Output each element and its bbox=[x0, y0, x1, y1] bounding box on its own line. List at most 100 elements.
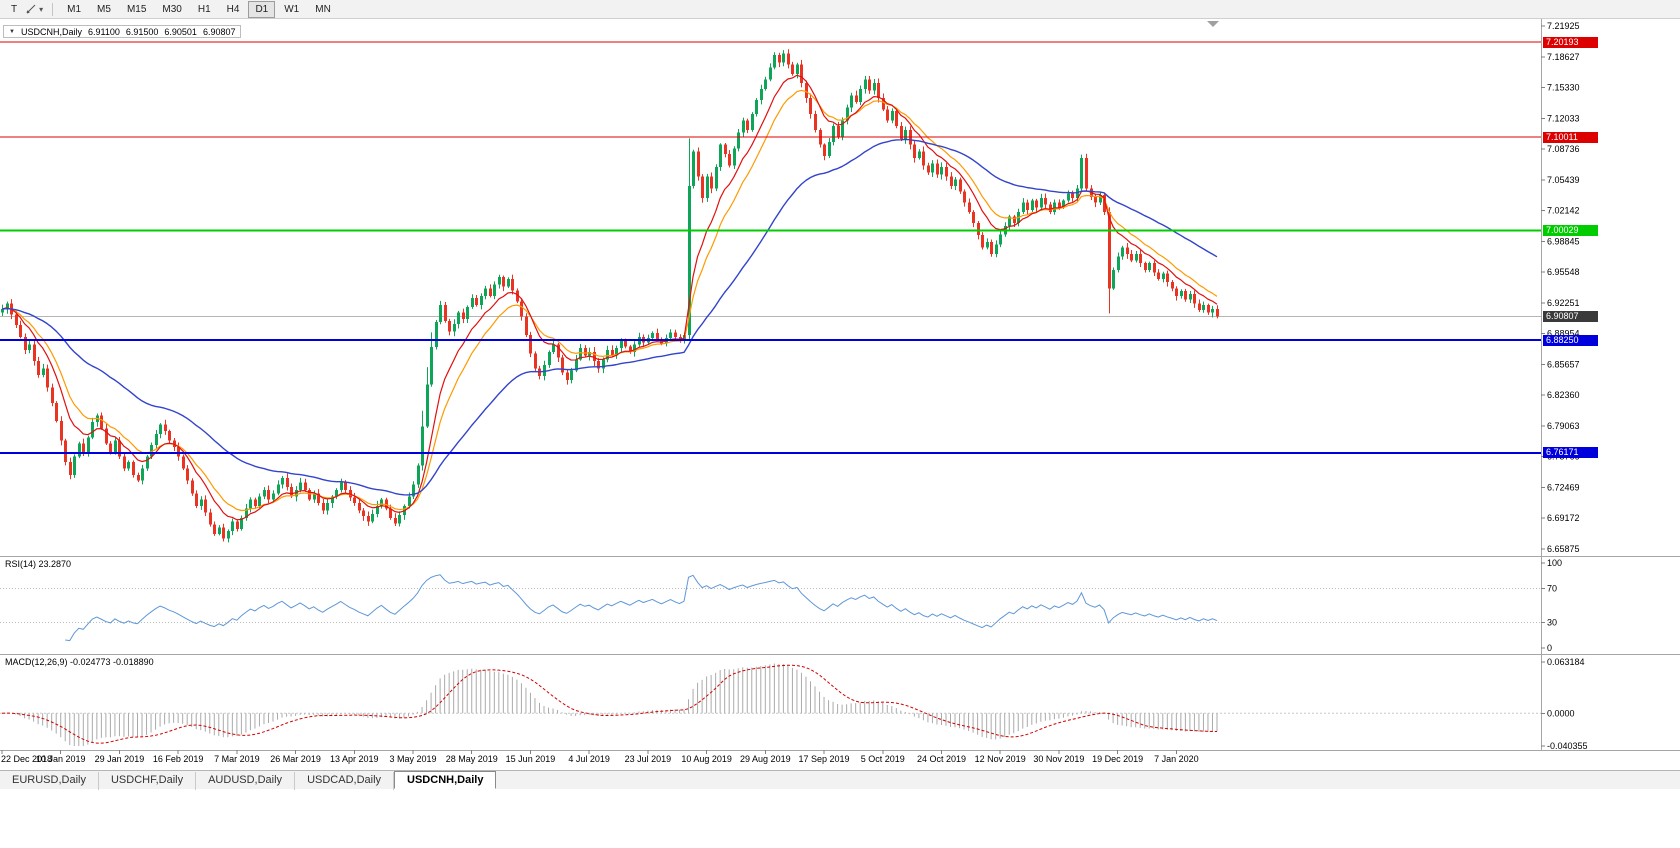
y-axis-tick-label: 6.95548 bbox=[1547, 267, 1580, 277]
timeframe-button-h1[interactable]: H1 bbox=[191, 1, 218, 18]
x-axis-date-label: 29 Aug 2019 bbox=[740, 754, 791, 764]
candle-body bbox=[24, 336, 27, 351]
candle-body bbox=[651, 333, 654, 338]
candle-body bbox=[1067, 193, 1070, 201]
y-axis-tick-label: 6.65875 bbox=[1547, 544, 1580, 554]
candle-body bbox=[218, 527, 221, 534]
dropdown-caret-icon[interactable]: ▾ bbox=[39, 4, 44, 14]
candle-body bbox=[231, 521, 234, 532]
candle-body bbox=[1162, 273, 1165, 280]
candle-body bbox=[408, 496, 411, 506]
timeframe-group: M1 M5 M15 M30 H1 H4 D1 W1 MN bbox=[59, 0, 339, 18]
candle-body bbox=[457, 312, 460, 324]
candle-body bbox=[37, 361, 40, 376]
candle-body bbox=[778, 55, 781, 63]
candle-body bbox=[511, 279, 514, 291]
candle-body bbox=[611, 350, 614, 356]
candle-body bbox=[669, 332, 672, 338]
candle-body bbox=[891, 111, 894, 121]
candle-body bbox=[977, 223, 980, 236]
candle-body bbox=[290, 487, 293, 497]
chart-tab-eurusd[interactable]: EURUSD,Daily bbox=[0, 772, 99, 790]
timeframe-button-d1[interactable]: D1 bbox=[248, 0, 276, 18]
candle-body bbox=[200, 499, 203, 506]
candle-body bbox=[936, 163, 939, 175]
candle-body bbox=[286, 477, 289, 488]
candle-body bbox=[105, 428, 108, 444]
candle-body bbox=[1, 308, 4, 313]
candle-body bbox=[1171, 281, 1174, 289]
candle-body bbox=[809, 98, 812, 114]
ohlc-info-box[interactable]: ▼ USDCNH,Daily 6.91100 6.91500 6.90501 6… bbox=[3, 25, 242, 38]
candle-body bbox=[371, 514, 374, 522]
candle-body bbox=[1157, 272, 1160, 280]
candle-body bbox=[1180, 291, 1183, 296]
candle-body bbox=[1112, 269, 1115, 289]
candle-body bbox=[769, 67, 772, 80]
toolbar-separator bbox=[52, 2, 54, 16]
draw-tool-icon[interactable] bbox=[25, 3, 38, 15]
candle-body bbox=[236, 521, 239, 530]
candle-body bbox=[281, 477, 284, 485]
candle-body bbox=[421, 426, 424, 466]
chart-tab-audusd[interactable]: AUDUSD,Daily bbox=[196, 772, 296, 790]
candle-body bbox=[968, 202, 971, 212]
candle-body bbox=[87, 437, 90, 453]
candle-body bbox=[986, 241, 989, 248]
chart-tab-usdcad[interactable]: USDCAD,Daily bbox=[295, 772, 395, 790]
timeframe-button-m30[interactable]: M30 bbox=[155, 1, 188, 18]
candle-body bbox=[715, 167, 718, 189]
candle-body bbox=[453, 323, 456, 332]
timeframe-button-m15[interactable]: M15 bbox=[120, 1, 153, 18]
candle-body bbox=[173, 440, 176, 448]
candle-body bbox=[475, 297, 478, 306]
timeframe-button-h4[interactable]: H4 bbox=[220, 1, 247, 18]
candle-body bbox=[950, 176, 953, 186]
t-button[interactable]: T bbox=[4, 1, 24, 18]
candle-body bbox=[940, 167, 943, 175]
candle-body bbox=[118, 440, 121, 457]
candle-body bbox=[588, 351, 591, 356]
x-axis-date-label: 7 Mar 2019 bbox=[214, 754, 260, 764]
macd-label: MACD(12,26,9) -0.024773 -0.018890 bbox=[5, 657, 154, 667]
timeframe-button-m5[interactable]: M5 bbox=[90, 1, 118, 18]
y-axis-tick-label: 7.18627 bbox=[1547, 52, 1580, 62]
candle-body bbox=[132, 461, 135, 476]
candle-body bbox=[267, 489, 270, 500]
y-axis-tick-label: 6.79063 bbox=[1547, 421, 1580, 431]
candle-body bbox=[1013, 216, 1016, 224]
timeframe-button-w1[interactable]: W1 bbox=[277, 1, 306, 18]
candle-body bbox=[742, 120, 745, 133]
candle-body bbox=[918, 151, 921, 158]
timeframe-button-m1[interactable]: M1 bbox=[60, 1, 88, 18]
rsi-scale-label: 70 bbox=[1547, 584, 1557, 594]
candle-body bbox=[719, 144, 722, 168]
chart-tab-usdchf[interactable]: USDCHF,Daily bbox=[99, 772, 197, 790]
candle-body bbox=[493, 284, 496, 296]
candle-body bbox=[353, 497, 356, 504]
candle-body bbox=[100, 415, 103, 429]
candle-body bbox=[913, 144, 916, 158]
chart-tab-usdcnh[interactable]: USDCNH,Daily bbox=[394, 771, 497, 789]
x-axis-date-label: 22 Dec 2018 bbox=[1, 754, 52, 764]
candle-body bbox=[900, 126, 903, 140]
price-level-label: 7.20193 bbox=[1543, 36, 1598, 48]
candle-body bbox=[746, 120, 749, 130]
macd-scale-label: -0.040355 bbox=[1547, 741, 1588, 751]
candle-body bbox=[60, 420, 63, 441]
macd-scale-label: 0.0000 bbox=[1547, 708, 1575, 718]
chart-shift-marker[interactable] bbox=[1207, 21, 1219, 27]
timeframe-button-mn[interactable]: MN bbox=[308, 1, 338, 18]
candle-body bbox=[773, 55, 776, 68]
price-level-label: 6.88250 bbox=[1543, 334, 1598, 346]
candle-body bbox=[331, 496, 334, 504]
one-click-trading-arrow-icon[interactable]: ▼ bbox=[9, 28, 15, 35]
candle-body bbox=[254, 499, 257, 506]
candle-body bbox=[814, 113, 817, 130]
candle-body bbox=[295, 489, 298, 497]
candle-body bbox=[1053, 202, 1056, 212]
candle-body bbox=[1031, 200, 1034, 211]
candle-body bbox=[376, 505, 379, 515]
candle-body bbox=[529, 335, 532, 354]
